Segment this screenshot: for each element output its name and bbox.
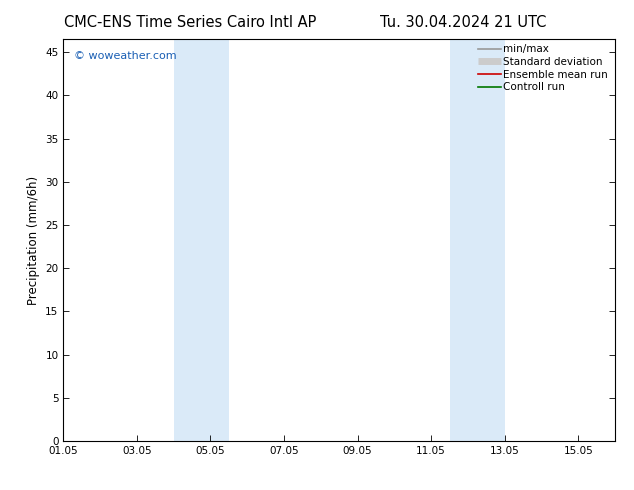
Text: CMC-ENS Time Series Cairo Intl AP: CMC-ENS Time Series Cairo Intl AP — [64, 15, 316, 30]
Bar — [174, 39, 229, 441]
Text: © woweather.com: © woweather.com — [74, 51, 177, 61]
Legend: min/max, Standard deviation, Ensemble mean run, Controll run: min/max, Standard deviation, Ensemble me… — [476, 42, 612, 94]
Y-axis label: Precipitation (mm/6h): Precipitation (mm/6h) — [27, 175, 40, 305]
Bar — [450, 39, 505, 441]
Text: Tu. 30.04.2024 21 UTC: Tu. 30.04.2024 21 UTC — [380, 15, 546, 30]
